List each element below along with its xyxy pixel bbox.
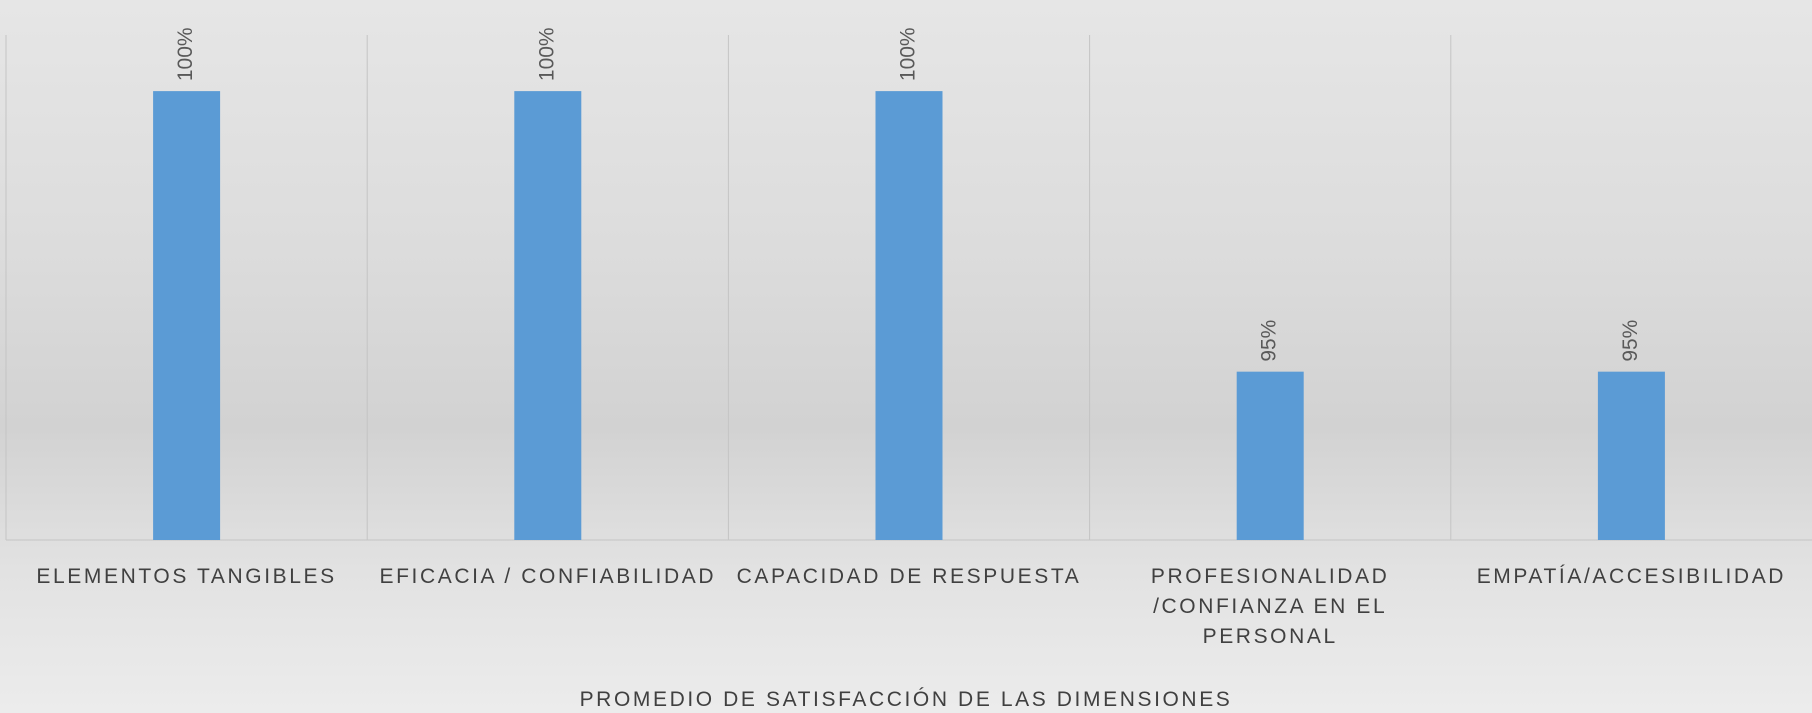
x-tick-label: ELEMENTOS TANGIBLES xyxy=(36,565,337,588)
value-label: 95% xyxy=(1258,320,1281,362)
value-label: 100% xyxy=(897,27,920,81)
bar xyxy=(1236,371,1304,540)
bar xyxy=(514,91,582,540)
value-label: 100% xyxy=(174,27,197,81)
bar xyxy=(875,91,943,540)
x-tick-label: EFICACIA / CONFIABILIDAD xyxy=(379,565,717,588)
x-tick-label: PROFESIONALIDAD /CONFIANZA EN EL PERSONA… xyxy=(1150,565,1390,648)
value-label: 100% xyxy=(535,27,558,81)
chart-title: PROMEDIO DE SATISFACCIÓN DE LAS DIMENSIO… xyxy=(579,688,1233,711)
x-tick-label: EMPATÍA/ACCESIBILIDAD xyxy=(1476,565,1787,588)
value-label: 95% xyxy=(1619,320,1642,362)
bar xyxy=(153,91,221,540)
bar xyxy=(1597,371,1665,540)
x-tick-label: CAPACIDAD DE RESPUESTA xyxy=(736,565,1082,588)
